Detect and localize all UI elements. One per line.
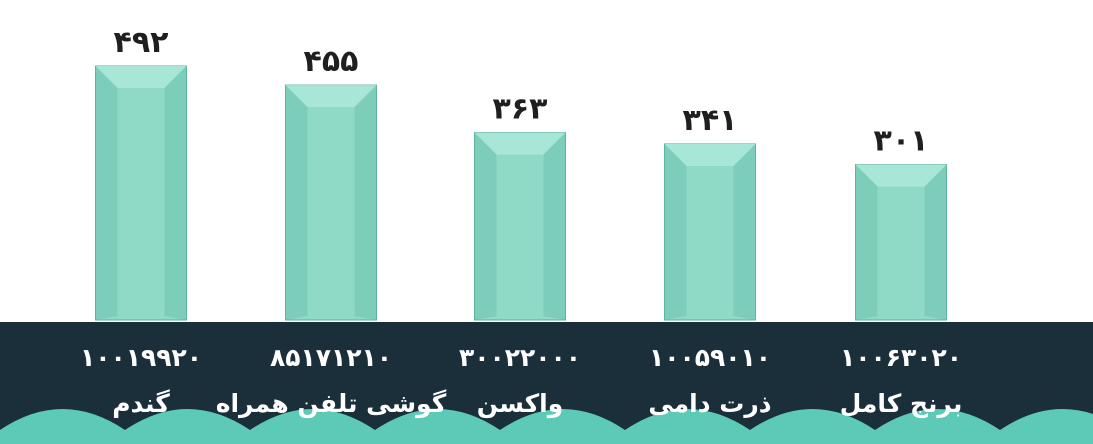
category-code-2: ۸۵۱۷۱۲۱۰ xyxy=(270,343,392,372)
bar-bevel-right xyxy=(733,143,756,320)
category-label-4: ذرت دامی xyxy=(648,389,771,418)
value-label-3: ۳۶۳ xyxy=(493,92,548,127)
bar-3 xyxy=(474,132,566,321)
category-code-1: ۱۰۰۱۹۹۲۰ xyxy=(80,343,202,372)
bar-4 xyxy=(664,143,756,321)
bar-bevel-right xyxy=(543,132,566,320)
category-label-2: گوشی تلفن همراه xyxy=(216,389,447,419)
bottom-wave xyxy=(0,409,1093,444)
bar-1 xyxy=(95,65,187,321)
category-code-4: ۱۰۰۵۹۰۱۰ xyxy=(649,343,771,372)
bar-bevel-left xyxy=(664,143,687,320)
bar-bevel-top xyxy=(474,132,566,155)
labels-group: ۴۹۲ ۴۵۵ ۳۶۳ ۳۴۱ ۳۰۱ ۱۰۰۱۹۹۲۰ گندم ۸۵۱۷۱۲۱۰ گوشی … xyxy=(80,25,962,419)
category-code-3: ۳۰۰۲۲۰۰۰ xyxy=(459,343,581,372)
category-label-1: گندم xyxy=(112,389,170,418)
bar-bevel-top xyxy=(285,85,377,108)
bar-bevel-right xyxy=(924,164,947,320)
category-label-5: برنج کامل xyxy=(840,389,963,419)
category-label-3: واکسن xyxy=(477,389,564,419)
value-label-4: ۳۴۱ xyxy=(683,103,738,138)
bar-bevel-top xyxy=(664,143,756,166)
category-code-5: ۱۰۰۶۳۰۲۰ xyxy=(840,343,962,372)
bar-bevel-left xyxy=(474,132,497,320)
bar-bevel-left xyxy=(95,66,118,320)
bar-bevel-top xyxy=(95,66,187,88)
value-label-1: ۴۹۲ xyxy=(114,25,169,60)
bar-bevel-left xyxy=(285,85,308,320)
bar-bevel-left xyxy=(855,164,878,320)
bars-group xyxy=(95,65,947,321)
value-label-2: ۴۵۵ xyxy=(304,44,359,79)
value-label-5: ۳۰۱ xyxy=(874,124,929,159)
bar-5 xyxy=(855,164,947,321)
bar-bevel-top xyxy=(855,164,947,187)
bar-bevel-right xyxy=(164,66,187,320)
bar-2 xyxy=(285,84,377,321)
bar-bevel-right xyxy=(354,85,377,320)
wave-shape xyxy=(0,409,1093,444)
